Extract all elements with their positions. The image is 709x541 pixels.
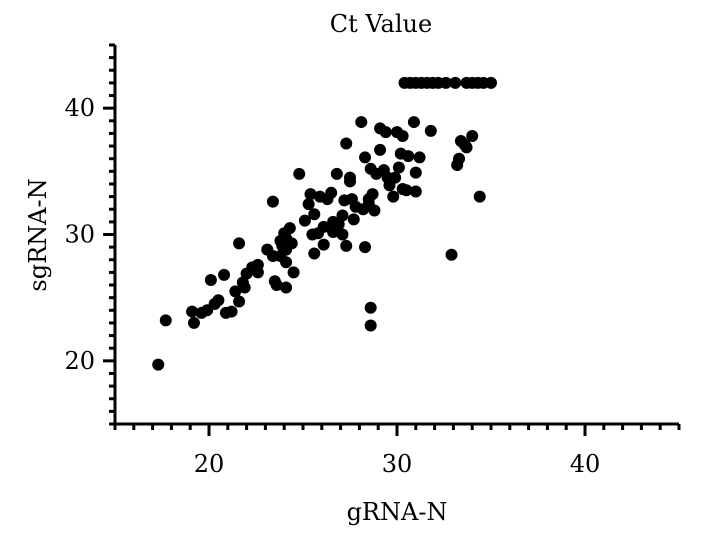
chart-title: Ct Value: [330, 10, 432, 38]
scatter-point: [233, 295, 246, 308]
y-axis: 20 30 40: [64, 43, 117, 426]
scatter-point: [266, 195, 279, 208]
scatter-point: [304, 188, 317, 201]
scatter-point: [270, 279, 283, 292]
scatter-point: [466, 129, 479, 142]
scatter-point: [336, 228, 349, 241]
scatter-point: [409, 166, 422, 179]
scatter-point: [186, 305, 199, 318]
scatter-point: [449, 76, 462, 89]
scatter-point: [368, 204, 381, 217]
scatter-point: [298, 214, 311, 227]
scatter-point: [238, 281, 251, 294]
scatter-point: [251, 266, 264, 279]
scatter-point: [344, 171, 356, 184]
scatter-point: [366, 188, 379, 201]
scatter-point: [159, 314, 172, 327]
scatter-point: [402, 150, 415, 163]
scatter-point: [473, 190, 486, 203]
scatter-point: [287, 266, 300, 279]
scatter-point: [445, 248, 458, 261]
scatter-point: [317, 220, 330, 233]
scatter-point: [396, 129, 409, 142]
y-tick-label: 20: [64, 347, 95, 375]
scatter-point: [218, 268, 231, 281]
scatter-point: [280, 256, 293, 269]
y-axis-label: sgRNA-N: [24, 178, 52, 291]
scatter-point: [409, 185, 422, 198]
scatter-point: [229, 285, 242, 298]
scatter-point: [283, 222, 296, 235]
data-points: [152, 76, 497, 371]
scatter-point: [400, 184, 413, 197]
scatter-point: [387, 190, 400, 203]
scatter-point: [364, 319, 377, 332]
y-tick-label: 30: [64, 221, 95, 249]
scatter-point: [379, 126, 392, 139]
scatter-point: [336, 209, 349, 222]
scatter-point: [355, 116, 368, 129]
scatter-point: [204, 273, 217, 286]
scatter-point: [330, 167, 343, 180]
scatter-point: [359, 151, 372, 164]
scatter-point: [340, 239, 353, 252]
x-axis: 20 30 40: [113, 422, 681, 478]
scatter-point: [453, 152, 466, 165]
scatter-point: [364, 301, 377, 314]
scatter-point: [407, 116, 420, 129]
scatter-point: [308, 208, 321, 221]
scatter-point: [413, 151, 426, 164]
x-axis-label: gRNA-N: [347, 498, 448, 526]
scatter-point: [293, 167, 306, 180]
scatter-point: [212, 294, 225, 307]
scatter-point: [424, 124, 437, 137]
x-tick-label: 30: [382, 450, 413, 478]
scatter-point: [485, 76, 497, 89]
scatter-point: [392, 161, 405, 174]
scatter-point: [225, 305, 238, 318]
y-tick-label: 40: [64, 94, 95, 122]
scatter-point: [187, 316, 200, 329]
scatter-point: [347, 213, 360, 226]
x-tick-label: 20: [194, 450, 225, 478]
scatter-point: [308, 247, 321, 260]
scatter-point: [233, 237, 246, 250]
scatter-point: [460, 141, 473, 154]
scatter-point: [374, 143, 387, 156]
scatter-point: [280, 281, 293, 294]
scatter-point: [439, 76, 452, 89]
scatter-point: [302, 198, 315, 211]
scatter-point: [317, 238, 330, 251]
scatter-point: [152, 358, 165, 371]
x-tick-label: 40: [570, 450, 601, 478]
scatter-point: [285, 237, 298, 250]
scatter-point: [359, 241, 372, 254]
scatter-point: [340, 137, 353, 150]
scatter-point: [389, 171, 402, 184]
scatter-point: [325, 186, 338, 199]
